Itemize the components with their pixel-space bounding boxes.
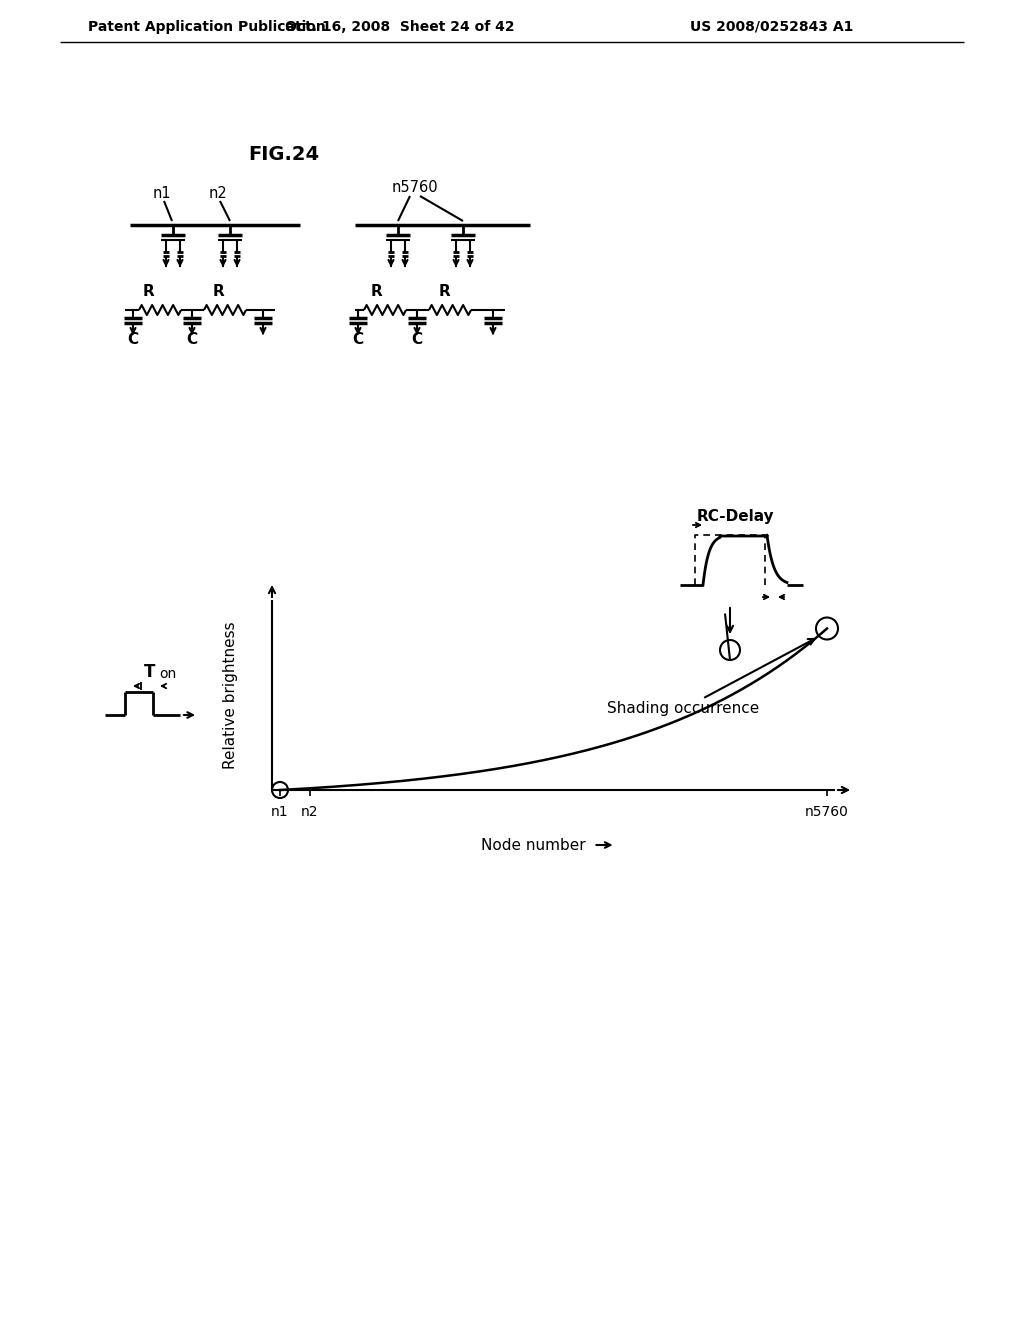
Text: C: C <box>127 333 138 347</box>
Text: n2: n2 <box>301 805 318 818</box>
Text: C: C <box>186 333 198 347</box>
Text: US 2008/0252843 A1: US 2008/0252843 A1 <box>690 20 853 34</box>
Text: Oct. 16, 2008  Sheet 24 of 42: Oct. 16, 2008 Sheet 24 of 42 <box>286 20 515 34</box>
Text: n1: n1 <box>153 186 171 201</box>
Text: R: R <box>142 285 154 300</box>
Text: T: T <box>144 663 156 681</box>
Text: n1: n1 <box>271 805 289 818</box>
Text: Patent Application Publication: Patent Application Publication <box>88 20 326 34</box>
Text: n2: n2 <box>209 186 227 201</box>
Text: RC-Delay: RC-Delay <box>696 510 774 524</box>
Text: R: R <box>439 285 451 300</box>
Text: C: C <box>352 333 364 347</box>
Text: C: C <box>412 333 423 347</box>
Text: R: R <box>212 285 224 300</box>
Text: Node number: Node number <box>481 837 586 853</box>
Text: Shading occurrence: Shading occurrence <box>607 639 814 717</box>
Text: FIG.24: FIG.24 <box>248 145 319 165</box>
Text: R: R <box>371 285 383 300</box>
Text: n5760: n5760 <box>805 805 849 818</box>
Text: Relative brightness: Relative brightness <box>222 622 238 768</box>
Text: on: on <box>159 667 176 681</box>
Text: n5760: n5760 <box>392 180 438 194</box>
